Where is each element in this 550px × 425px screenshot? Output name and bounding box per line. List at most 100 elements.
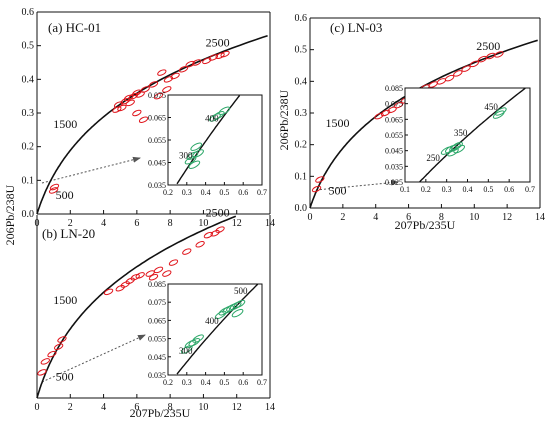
- data-ellipse: [125, 277, 135, 285]
- inset-data-ellipse: [447, 148, 459, 157]
- x-tick-label: 6: [134, 402, 139, 413]
- y-tick-label: 0.2: [22, 142, 35, 153]
- data-ellipse: [374, 112, 384, 120]
- inset-y-tick-label: 0.025: [385, 178, 403, 187]
- inset-x-tick-label: 0.4: [201, 378, 211, 387]
- y-tick-label: 0.5: [295, 45, 308, 56]
- inset-data-ellipse: [233, 299, 246, 309]
- data-ellipse: [170, 72, 180, 80]
- data-ellipse: [220, 50, 230, 58]
- data-ellipse: [130, 273, 140, 281]
- inset-y-tick-label: 0.035: [148, 181, 166, 190]
- data-ellipse: [215, 226, 225, 233]
- y-tick-label: 0.2: [295, 140, 308, 151]
- inset-age-label: 400: [205, 316, 219, 326]
- y-tick-label: 0.0: [22, 209, 35, 220]
- inset-x-tick-label: 0.6: [504, 185, 514, 194]
- x-axis-label: 207Pb/235U: [395, 218, 456, 232]
- inset-x-tick-label: 0.4: [201, 188, 211, 197]
- inset-y-tick-label: 0.055: [148, 136, 166, 145]
- inset-age-label: 300: [179, 346, 193, 356]
- concordia-age-label: 1500: [53, 293, 77, 307]
- inset-concordia-curve: [176, 95, 241, 185]
- concordia-curve: [36, 34, 268, 215]
- data-ellipse: [135, 272, 145, 279]
- x-tick-label: 0: [35, 218, 40, 229]
- y-axis-label: 206Pb/238U: [3, 184, 17, 245]
- inset-data-ellipse: [451, 141, 463, 151]
- x-tick-label: 6: [134, 218, 139, 229]
- zoom-arrow: [315, 179, 399, 191]
- y-tick-label: 0.4: [22, 74, 35, 85]
- inset-x-tick-label: 0.2: [163, 188, 173, 197]
- inset-frame: [404, 87, 531, 183]
- x-tick-label: 14: [265, 402, 275, 413]
- x-tick-label: 14: [265, 218, 275, 229]
- data-ellipse: [195, 241, 205, 248]
- data-ellipse: [103, 288, 114, 296]
- inset-age-label: 300: [179, 151, 193, 161]
- data-ellipse: [125, 99, 135, 107]
- data-ellipse: [185, 60, 195, 68]
- data-ellipse: [132, 109, 142, 117]
- data-ellipse: [428, 81, 438, 88]
- inset-x-tick-label: 0.1: [400, 185, 410, 194]
- concordia-age-label: 2500: [206, 36, 230, 50]
- data-ellipse: [37, 369, 47, 376]
- data-ellipse: [461, 65, 471, 72]
- data-ellipse: [157, 69, 167, 76]
- inset-x-tick-label: 0.7: [257, 188, 267, 197]
- concordia-age-label: 2500: [206, 206, 230, 220]
- data-ellipse: [210, 230, 220, 237]
- y-tick-label: 0.1: [22, 175, 35, 186]
- inset-frame: [167, 94, 263, 186]
- inset-data-ellipse: [212, 111, 225, 120]
- data-ellipse: [182, 248, 192, 255]
- inset-x-tick-label: 0.3: [182, 188, 192, 197]
- x-tick-label: 4: [373, 212, 378, 223]
- inset-x-tick-label: 0.6: [238, 188, 248, 197]
- panel-title: (c) LN-03: [330, 20, 382, 35]
- data-ellipse: [120, 281, 130, 288]
- data-ellipse: [168, 259, 179, 266]
- data-ellipse: [192, 59, 202, 66]
- inset-x-tick-label: 0.5: [219, 188, 229, 197]
- data-ellipse: [453, 70, 463, 77]
- y-tick-label: 0.1: [295, 171, 308, 182]
- inset-x-tick-label: 0.3: [182, 378, 192, 387]
- inset-y-tick-label: 0.045: [148, 353, 166, 362]
- concordia-age-label: 500: [56, 188, 74, 202]
- x-tick-label: 0: [35, 402, 40, 413]
- data-ellipse: [380, 109, 391, 117]
- data-ellipse: [153, 92, 164, 100]
- y-tick-label: 0.6: [295, 13, 308, 24]
- data-ellipse: [444, 74, 455, 82]
- x-axis-label: 207Pb/235U: [130, 406, 191, 420]
- inset-y-tick-label: 0.075: [148, 298, 166, 307]
- inset-age-label: 350: [454, 128, 468, 138]
- inset-concordia-curve: [176, 283, 259, 375]
- concordia-age-label: 1500: [326, 116, 350, 130]
- y-tick-label: 0.0: [295, 203, 308, 214]
- x-tick-label: 8: [439, 212, 444, 223]
- x-tick-label: 8: [168, 218, 173, 229]
- inset-y-tick-label: 0.065: [148, 114, 166, 123]
- inset-data-ellipse: [494, 107, 507, 116]
- panel-title: (b) LN-20: [42, 226, 95, 241]
- data-ellipse: [202, 57, 212, 65]
- x-tick-label: 0: [308, 212, 313, 223]
- data-ellipse: [40, 358, 51, 365]
- data-ellipse: [153, 266, 164, 274]
- inset-y-tick-label: 0.045: [385, 147, 403, 156]
- inset-age-label: 400: [205, 114, 219, 124]
- inset-age-label: 500: [234, 286, 248, 296]
- inset-y-tick-label: 0.085: [148, 280, 166, 289]
- data-ellipse: [117, 104, 127, 112]
- concordia-age-label: 500: [56, 369, 74, 383]
- data-ellipse: [135, 91, 145, 98]
- data-ellipse: [494, 51, 504, 58]
- x-tick-label: 10: [198, 402, 208, 413]
- data-ellipse: [469, 60, 479, 68]
- concordia-age-label: 2500: [476, 39, 500, 53]
- data-ellipse: [315, 176, 325, 183]
